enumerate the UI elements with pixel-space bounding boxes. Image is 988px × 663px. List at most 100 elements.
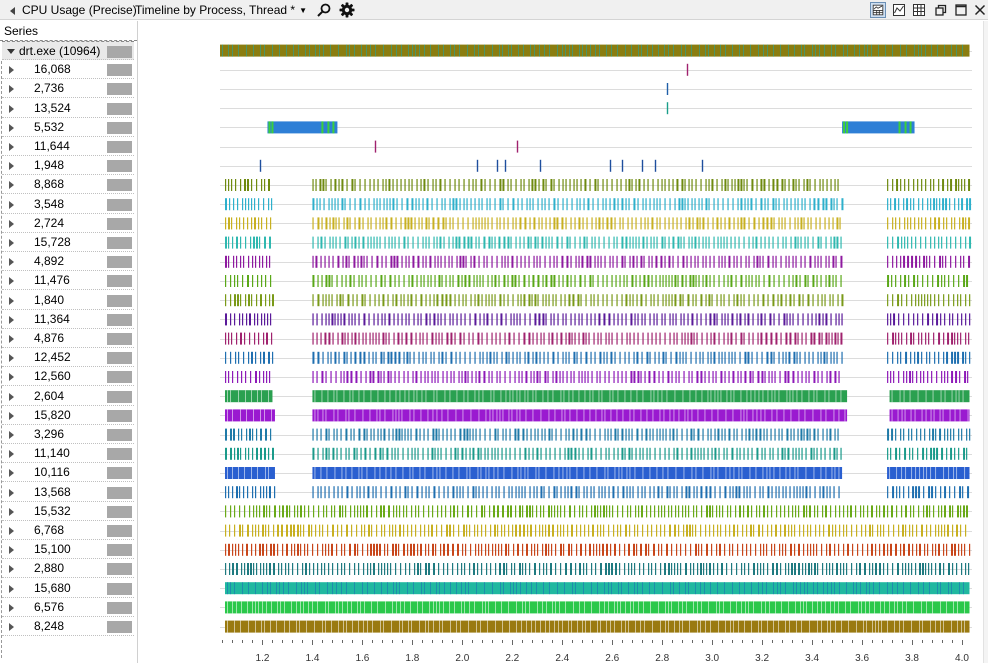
search-icon[interactable] [316,0,332,20]
series-color-swatch[interactable] [107,237,132,249]
expand-right-icon[interactable] [9,66,14,75]
series-color-swatch[interactable] [107,121,132,134]
series-thread-row[interactable]: 4,876 [2,329,134,348]
series-thread-row[interactable]: 2,724 [2,214,134,233]
expand-right-icon[interactable] [9,546,14,555]
series-color-swatch[interactable] [107,179,132,192]
series-thread-row[interactable]: 4,892 [2,252,134,272]
gear-icon[interactable] [339,0,355,20]
expand-right-icon[interactable] [9,335,14,343]
expand-right-icon[interactable] [9,181,14,190]
series-thread-row[interactable]: 13,524 [2,99,134,118]
series-thread-row[interactable]: 15,680 [2,579,134,598]
preset-dropdown[interactable]: Timeline by Process, Thread * ▼ [135,0,307,20]
expand-right-icon[interactable] [9,143,14,151]
expand-right-icon[interactable] [9,450,14,459]
expand-right-icon[interactable] [9,488,14,497]
series-color-swatch[interactable] [107,467,132,480]
table-only-icon[interactable] [911,2,927,18]
series-color-swatch[interactable] [107,333,132,345]
series-thread-row[interactable]: 16,068 [2,60,134,80]
series-color-swatch[interactable] [107,198,132,211]
expand-right-icon[interactable] [9,219,14,228]
series-thread-row[interactable]: 11,364 [2,310,134,329]
series-thread-row[interactable]: 6,768 [2,521,134,540]
series-thread-row[interactable]: 12,560 [2,367,134,387]
collapse-graph-icon[interactable] [10,7,15,15]
series-color-swatch[interactable] [107,505,132,518]
series-color-swatch[interactable] [107,525,132,537]
series-color-swatch[interactable] [107,582,132,595]
series-color-swatch[interactable] [107,275,132,288]
series-color-swatch[interactable] [107,429,132,441]
series-thread-row[interactable]: 1,948 [2,156,134,176]
series-thread-row[interactable]: 3,548 [2,195,134,214]
expand-right-icon[interactable] [9,296,14,305]
expand-right-icon[interactable] [9,200,14,209]
series-thread-row[interactable]: 11,644 [2,137,134,156]
series-thread-row[interactable]: 8,248 [2,617,134,636]
series-thread-row[interactable]: 2,880 [2,559,134,579]
expand-right-icon[interactable] [9,623,14,631]
series-color-swatch[interactable] [107,256,132,269]
series-thread-row[interactable]: 5,532 [2,118,134,137]
series-thread-row[interactable]: 15,820 [2,406,134,425]
expand-right-icon[interactable] [9,565,14,574]
series-color-swatch[interactable] [107,141,132,153]
preset-label[interactable]: Timeline by Process, Thread * [135,3,296,17]
series-color-swatch[interactable] [107,409,132,422]
series-thread-row[interactable]: 13,568 [2,483,134,502]
expand-down-icon[interactable] [7,49,15,54]
series-thread-row[interactable]: 6,576 [2,598,134,617]
expand-right-icon[interactable] [9,85,14,94]
series-color-swatch[interactable] [107,601,132,614]
series-thread-row[interactable]: 15,532 [2,502,134,521]
series-thread-row[interactable]: 1,840 [2,291,134,310]
series-thread-row[interactable]: 15,100 [2,540,134,560]
series-color-swatch[interactable] [107,46,132,58]
series-color-swatch[interactable] [107,390,132,403]
series-thread-row[interactable]: 2,736 [2,79,134,99]
series-color-swatch[interactable] [107,217,132,230]
series-color-swatch[interactable] [107,102,132,115]
series-thread-row[interactable]: 15,728 [2,233,134,252]
series-color-swatch[interactable] [107,160,132,173]
expand-right-icon[interactable] [9,507,14,516]
series-thread-row[interactable]: 2,604 [2,387,134,406]
series-thread-row[interactable]: 12,452 [2,348,134,368]
series-thread-row[interactable]: 11,476 [2,271,134,291]
expand-right-icon[interactable] [9,123,14,132]
graph-only-icon[interactable] [891,2,907,18]
series-thread-row[interactable]: 8,868 [2,175,134,195]
expand-right-icon[interactable] [9,469,14,478]
series-color-swatch[interactable] [107,313,132,326]
expand-right-icon[interactable] [9,277,14,286]
series-color-swatch[interactable] [107,563,132,576]
chevron-down-icon[interactable]: ▼ [299,6,307,15]
expand-right-icon[interactable] [9,258,14,267]
expand-right-icon[interactable] [9,162,14,171]
graph-and-table-icon[interactable] [870,2,886,18]
series-thread-row[interactable]: 11,140 [2,444,134,464]
series-color-swatch[interactable] [107,83,132,96]
expand-right-icon[interactable] [9,392,14,401]
series-thread-row[interactable]: 10,116 [2,463,134,483]
expand-right-icon[interactable] [9,584,14,593]
series-color-swatch[interactable] [107,64,132,77]
expand-right-icon[interactable] [9,373,14,382]
expand-right-icon[interactable] [9,527,14,535]
series-color-swatch[interactable] [107,371,132,384]
expand-right-icon[interactable] [9,431,14,439]
series-color-swatch[interactable] [107,294,132,307]
series-thread-row[interactable]: 3,296 [2,425,134,444]
vertical-scrollbar[interactable] [983,21,988,663]
restore-icon[interactable] [933,2,949,18]
series-color-swatch[interactable] [107,621,132,633]
series-process-row[interactable]: drt.exe (10964) [2,41,134,60]
close-icon[interactable] [972,2,988,18]
series-color-swatch[interactable] [107,486,132,499]
expand-right-icon[interactable] [9,104,14,113]
expand-right-icon[interactable] [9,354,14,363]
series-color-swatch[interactable] [107,448,132,461]
